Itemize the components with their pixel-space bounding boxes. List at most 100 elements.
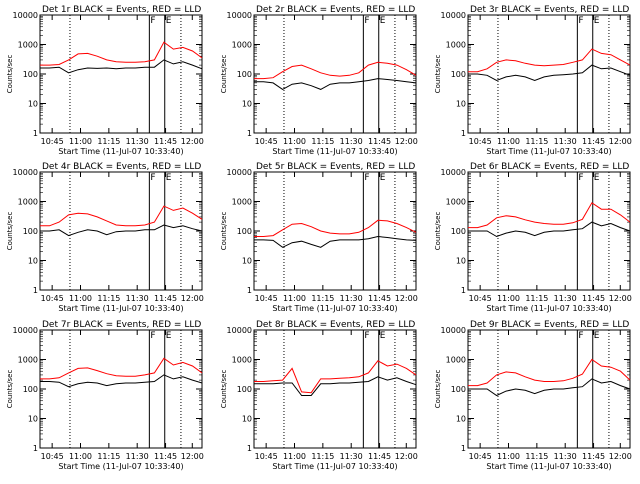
x-tick-label: 11:00 <box>283 452 306 461</box>
y-axis-label: Counts/sec <box>434 55 442 94</box>
x-tick-label: 11:15 <box>311 294 334 303</box>
x-axis-label: Start Time (11-Jul-07 10:33:40) <box>58 147 183 156</box>
series-lld-line <box>40 205 203 227</box>
x-axis-label: Start Time (11-Jul-07 10:33:40) <box>486 147 611 156</box>
y-axis-label: Counts/sec <box>434 212 442 251</box>
chart-panel-2: Det 2r BLACK = Events, RED = LLD 1 10 100 10… <box>220 5 418 156</box>
plot-frame <box>253 171 417 291</box>
series-events-line <box>40 224 203 237</box>
x-tick-label: 11:30 <box>340 452 363 461</box>
x-tick-label: 10:45 <box>255 294 278 303</box>
y-tick-label: 100 <box>237 385 252 394</box>
y-tick-label: 100 <box>451 70 466 79</box>
y-tick-label: 10000 <box>227 168 252 177</box>
x-tick-label: 12:00 <box>181 294 204 303</box>
flag-label: F <box>364 331 369 341</box>
x-tick-label: 11:00 <box>497 452 520 461</box>
chart-panel-3: Det 3r BLACK = Events, RED = LLD 1 10 100 10… <box>434 5 632 156</box>
series-lld-line <box>254 61 417 80</box>
y-tick-label: 100 <box>237 227 252 236</box>
y-tick-label: 100 <box>23 227 38 236</box>
y-tick-label: 1000 <box>446 41 466 50</box>
chart-title: Det 2r BLACK = Events, RED = LLD <box>256 5 415 15</box>
chart-title: Det 7r BLACK = Events, RED = LLD <box>42 320 201 330</box>
y-tick-label: 10000 <box>227 326 252 335</box>
series-events-line <box>468 221 631 238</box>
x-tick-label: 11:15 <box>97 452 120 461</box>
x-tick-label: 11:00 <box>497 137 520 146</box>
series-events-line <box>254 235 417 248</box>
x-tick-label: 10:45 <box>255 452 278 461</box>
x-tick-label: 11:15 <box>97 137 120 146</box>
y-tick-label: 10000 <box>227 11 252 20</box>
y-tick-label: 10000 <box>441 11 466 20</box>
flag-label: E <box>380 16 386 26</box>
flag-label: E <box>594 331 600 341</box>
flag-label: F <box>150 173 155 183</box>
series-events-line <box>468 64 631 82</box>
y-tick-label: 1 <box>461 444 466 453</box>
x-tick-label: 11:00 <box>283 294 306 303</box>
flag-label: F <box>578 173 583 183</box>
y-axis-label: Counts/sec <box>6 55 14 94</box>
y-tick-label: 1000 <box>232 356 252 365</box>
flag-label: E <box>594 173 600 183</box>
x-axis-label: Start Time (11-Jul-07 10:33:40) <box>486 462 611 471</box>
series-lld-line <box>40 41 203 66</box>
x-tick-label: 11:00 <box>283 137 306 146</box>
flag-label: F <box>364 16 369 26</box>
chart-panel-7: Det 7r BLACK = Events, RED = LLD 1 10 100 10… <box>6 320 204 471</box>
x-tick-label: 10:45 <box>41 294 64 303</box>
y-tick-label: 10 <box>456 100 466 109</box>
x-tick-label: 12:00 <box>609 137 632 146</box>
y-tick-label: 10 <box>242 257 252 266</box>
series-events-line <box>40 374 203 388</box>
x-tick-label: 11:15 <box>311 137 334 146</box>
y-tick-label: 10000 <box>441 326 466 335</box>
y-tick-label: 10 <box>242 100 252 109</box>
flag-label: F <box>578 331 583 341</box>
x-tick-label: 11:45 <box>582 294 605 303</box>
x-tick-label: 11:15 <box>525 294 548 303</box>
x-axis-label: Start Time (11-Jul-07 10:33:40) <box>272 304 397 313</box>
x-tick-label: 10:45 <box>255 137 278 146</box>
x-tick-label: 10:45 <box>469 294 492 303</box>
y-axis-label: Counts/sec <box>6 212 14 251</box>
series-events-line <box>254 376 417 396</box>
x-tick-label: 11:45 <box>368 452 391 461</box>
flag-label: F <box>578 16 583 26</box>
flag-label: E <box>380 173 386 183</box>
y-tick-label: 100 <box>237 70 252 79</box>
y-tick-label: 10 <box>242 415 252 424</box>
x-tick-label: 11:15 <box>525 137 548 146</box>
series-lld-line <box>468 202 631 229</box>
y-tick-label: 1000 <box>18 41 38 50</box>
y-tick-label: 10 <box>28 257 38 266</box>
x-tick-label: 10:45 <box>469 452 492 461</box>
chart-panel-9: Det 9r BLACK = Events, RED = LLD 1 10 100 10… <box>434 320 632 471</box>
chart-title: Det 6r BLACK = Events, RED = LLD <box>470 162 629 172</box>
series-events-line <box>254 78 417 90</box>
flag-label: E <box>380 331 386 341</box>
y-tick-label: 100 <box>23 70 38 79</box>
y-tick-label: 1 <box>247 286 252 295</box>
x-tick-label: 11:30 <box>340 294 363 303</box>
flag-label: E <box>166 16 172 26</box>
series-events-line <box>468 378 631 397</box>
x-tick-label: 11:45 <box>368 137 391 146</box>
chart-panel-4: Det 4r BLACK = Events, RED = LLD 1 10 100 10… <box>6 162 204 313</box>
x-tick-label: 11:00 <box>69 137 92 146</box>
x-tick-label: 12:00 <box>609 452 632 461</box>
flag-label: E <box>166 173 172 183</box>
x-tick-label: 10:45 <box>41 137 64 146</box>
y-tick-label: 10000 <box>13 326 38 335</box>
y-tick-label: 100 <box>23 385 38 394</box>
y-tick-label: 1000 <box>232 198 252 207</box>
y-tick-label: 100 <box>451 385 466 394</box>
chart-panel-1: Det 1r BLACK = Events, RED = LLD 1 10 100 10… <box>6 5 204 156</box>
x-tick-label: 11:45 <box>582 137 605 146</box>
chart-panel-5: Det 5r BLACK = Events, RED = LLD 1 10 100 10… <box>220 162 418 313</box>
flag-label: F <box>150 331 155 341</box>
y-axis-label: Counts/sec <box>220 370 228 409</box>
series-lld-line <box>40 357 203 380</box>
